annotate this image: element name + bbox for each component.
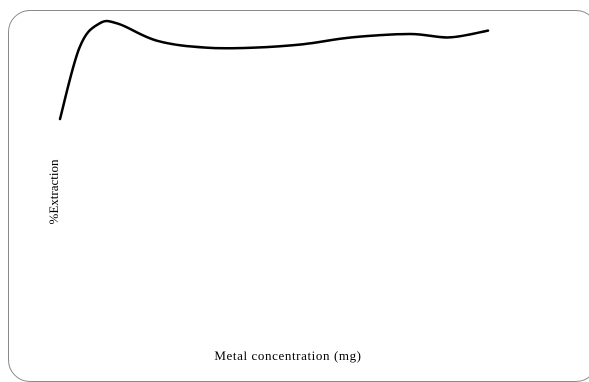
- series-line: [58, 19, 490, 121]
- y-axis-label: %Extraction: [46, 159, 61, 224]
- line-chart: %Extraction Metal concentration (mg): [46, 19, 490, 363]
- x-axis-label: Metal concentration (mg): [214, 348, 361, 363]
- chart-frame: [8, 10, 589, 382]
